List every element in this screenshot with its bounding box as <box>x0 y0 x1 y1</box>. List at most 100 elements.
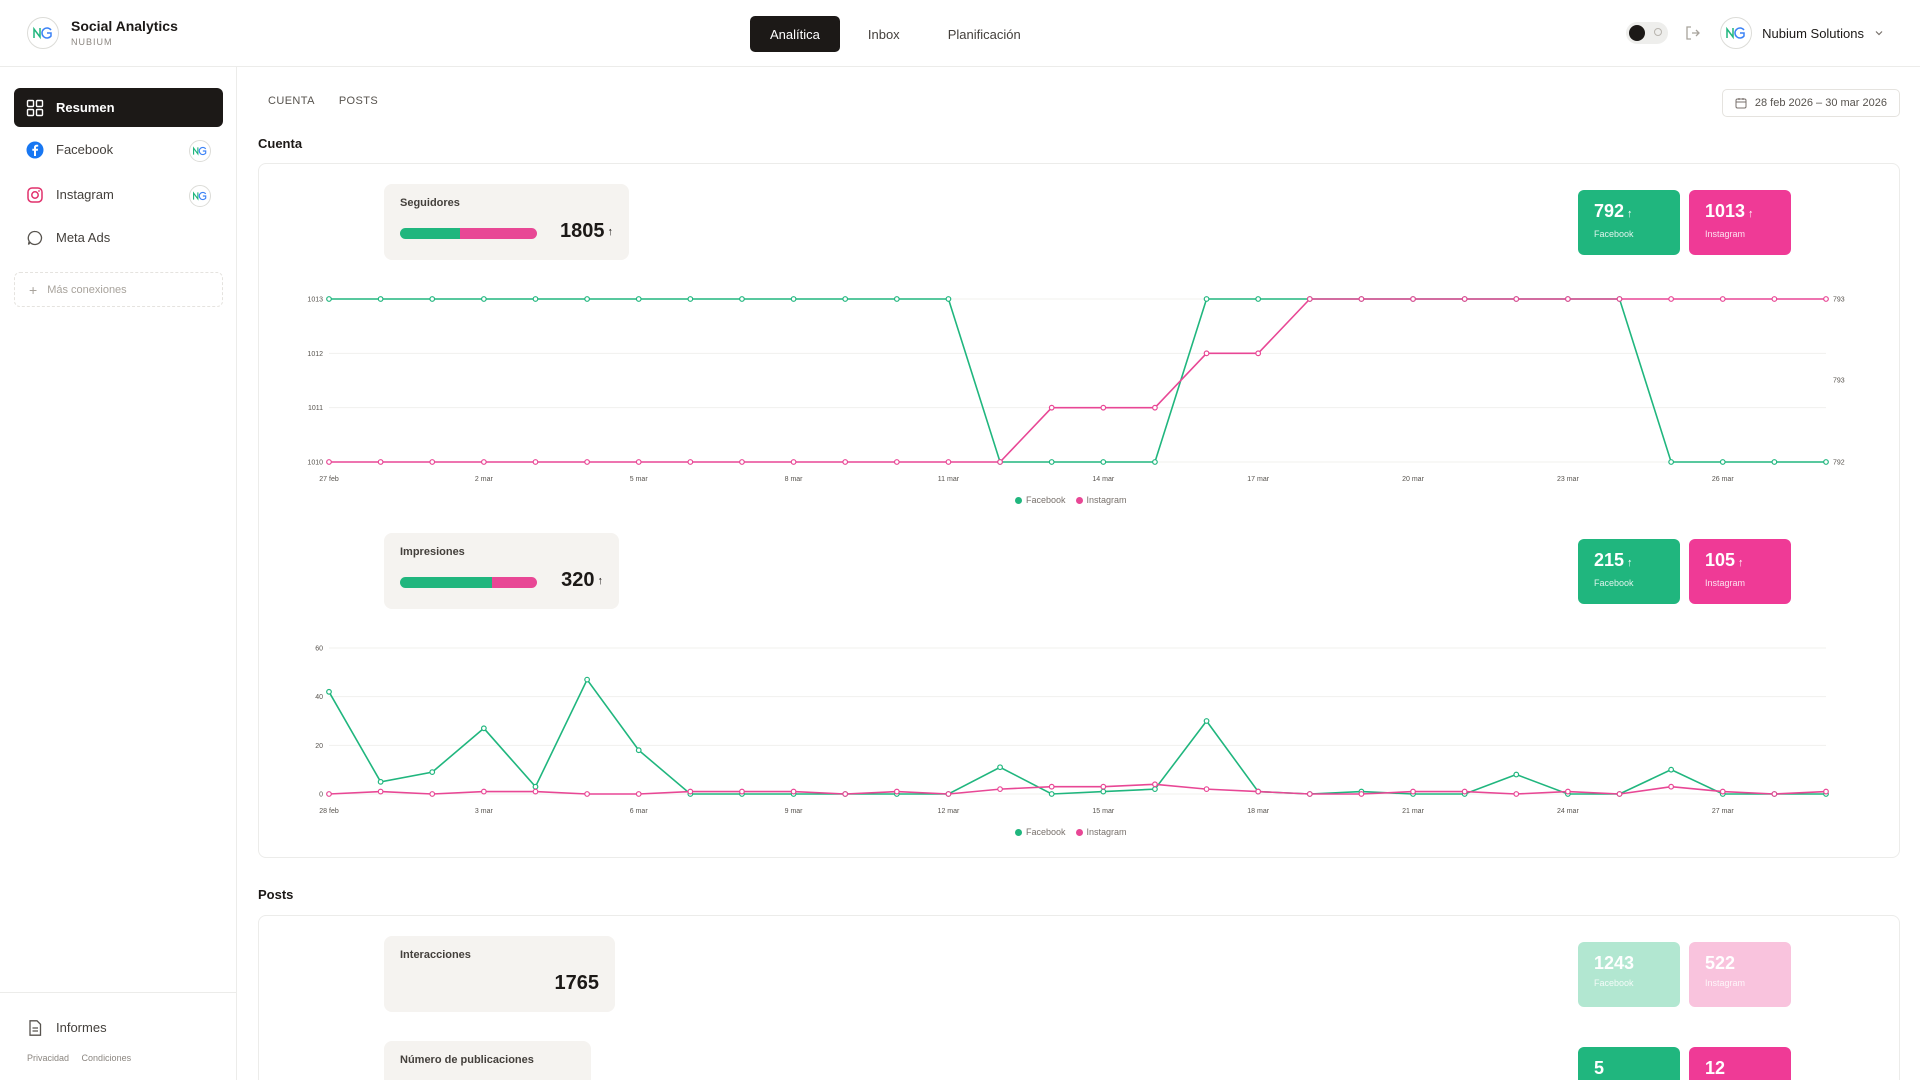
data-point-instagram <box>1152 404 1158 411</box>
data-point-facebook <box>842 296 849 302</box>
data-point-instagram <box>1771 791 1778 797</box>
privacy-link[interactable]: Privacidad <box>27 1053 70 1063</box>
sidebar-item-label: Meta Ads <box>56 230 111 245</box>
app-title: Social Analytics <box>71 18 178 34</box>
data-point-instagram <box>377 788 384 795</box>
logout-icon[interactable] <box>1684 24 1702 42</box>
y-right-tick-label: 792 <box>1833 460 1845 467</box>
impressions-chart-legend: Facebook Instagram <box>1015 827 1137 837</box>
data-point-instagram <box>1461 296 1468 302</box>
data-point-instagram <box>480 788 487 795</box>
sun-icon <box>1654 28 1663 36</box>
nubium-logo-icon <box>27 17 59 49</box>
data-point-instagram <box>429 791 436 797</box>
add-connection-button[interactable]: + Más conexiones <box>14 272 223 307</box>
data-point-instagram <box>739 459 745 465</box>
data-point-instagram <box>1513 791 1520 797</box>
sidebar-item-facebook[interactable]: Facebook <box>14 130 223 169</box>
x-tick-label: 5 mar <box>630 476 649 483</box>
moon-icon <box>1629 25 1646 41</box>
organization-switcher[interactable]: Nubium Solutions <box>1720 17 1884 49</box>
data-point-instagram <box>635 459 642 465</box>
metric-label: Interacciones <box>400 949 471 961</box>
data-point-facebook <box>1255 296 1262 302</box>
tile-impressions-facebook: 215 ↑ Facebook <box>1578 539 1680 604</box>
data-point-instagram <box>1771 296 1778 302</box>
data-point-facebook <box>739 296 745 302</box>
data-point-instagram <box>532 788 539 795</box>
data-point-instagram <box>429 459 436 465</box>
data-point-instagram <box>945 791 952 797</box>
sidebar-item-label: Resumen <box>56 100 115 115</box>
main-content: CUENTA POSTS 28 feb 2026 – 30 mar 2026 C… <box>237 67 1920 1080</box>
y-tick-label: 1010 <box>307 460 323 467</box>
data-point-instagram <box>1203 350 1210 357</box>
grid-icon <box>26 99 44 117</box>
sidebar-item-instagram[interactable]: Instagram <box>14 175 223 214</box>
data-point-instagram <box>377 459 384 465</box>
terms-link[interactable]: Condiciones <box>81 1053 132 1063</box>
tab-posts[interactable]: POSTS <box>338 95 379 107</box>
app-header: Social Analytics NUBIUM Analítica Inbox … <box>0 0 1920 67</box>
y-tick-label: 20 <box>315 743 323 750</box>
data-point-instagram <box>1616 791 1623 797</box>
data-point-facebook <box>429 769 436 776</box>
x-tick-label: 27 feb <box>319 476 339 483</box>
tab-analitica[interactable]: Analítica <box>750 16 840 52</box>
data-point-instagram <box>584 459 591 465</box>
data-point-facebook <box>1203 718 1210 724</box>
theme-toggle[interactable] <box>1626 22 1669 44</box>
tab-inbox[interactable]: Inbox <box>867 26 900 42</box>
chevron-down-icon <box>1875 31 1883 36</box>
data-point-instagram <box>687 788 694 795</box>
sidebar-item-resumen[interactable]: Resumen <box>14 88 223 127</box>
data-point-instagram <box>326 459 332 465</box>
sidebar-item-meta-ads[interactable]: Meta Ads <box>14 218 223 257</box>
data-point-facebook <box>1048 791 1055 797</box>
y-tick-label: 0 <box>319 792 323 799</box>
data-point-facebook <box>1203 296 1210 302</box>
data-point-instagram <box>1564 788 1571 795</box>
x-tick-label: 18 mar <box>1247 808 1269 815</box>
data-point-instagram <box>997 786 1003 793</box>
section-title-posts: Posts <box>258 887 294 902</box>
metric-total: 1765 <box>554 972 600 994</box>
y-tick-label: 1013 <box>307 297 323 304</box>
tile-followers-instagram: 1013 ↑ Instagram <box>1689 190 1791 255</box>
data-point-facebook <box>1152 786 1158 793</box>
followers-chart-legend: Facebook Instagram <box>1015 495 1137 505</box>
sidebar: Resumen Facebook Instagram Meta Ads + Má… <box>0 67 237 1080</box>
data-point-facebook <box>1719 459 1726 465</box>
account-card: Seguidores 1805 ↑ 792 ↑ Facebook 1013 ↑ Ins… <box>258 163 1900 858</box>
connected-account-icon <box>189 140 211 162</box>
arrow-up-icon: ↑ <box>1627 208 1633 220</box>
data-point-instagram <box>635 791 642 797</box>
x-tick-label: 6 mar <box>630 808 649 815</box>
subtabs: CUENTA POSTS <box>268 95 402 107</box>
x-tick-label: 12 mar <box>938 808 960 815</box>
data-point-instagram <box>532 459 539 465</box>
chat-bubble-icon <box>26 229 44 247</box>
data-point-facebook <box>1668 459 1675 465</box>
data-point-facebook <box>687 296 694 302</box>
sidebar-item-informes[interactable]: Informes <box>14 1008 223 1047</box>
tab-planificacion[interactable]: Planificación <box>947 26 1021 42</box>
data-point-facebook <box>326 296 332 302</box>
data-point-facebook <box>1513 771 1520 778</box>
data-point-facebook <box>429 296 436 302</box>
calendar-icon <box>1735 98 1747 109</box>
data-point-instagram <box>945 459 952 465</box>
brand[interactable]: Social Analytics NUBIUM <box>27 17 178 49</box>
data-point-instagram <box>739 788 745 795</box>
data-point-instagram <box>1616 296 1623 302</box>
data-point-facebook <box>893 296 900 302</box>
tab-cuenta[interactable]: CUENTA <box>268 95 315 107</box>
top-navigation: Analítica Inbox Planificación <box>750 16 1049 52</box>
data-point-instagram <box>1823 296 1829 302</box>
x-tick-label: 26 mar <box>1712 476 1734 483</box>
data-point-facebook <box>1668 766 1675 773</box>
arrow-up-icon: ↑ <box>1738 557 1744 569</box>
x-tick-label: 11 mar <box>938 476 960 483</box>
date-range-picker[interactable]: 28 feb 2026 – 30 mar 2026 <box>1721 89 1900 117</box>
x-tick-label: 27 mar <box>1712 808 1734 815</box>
